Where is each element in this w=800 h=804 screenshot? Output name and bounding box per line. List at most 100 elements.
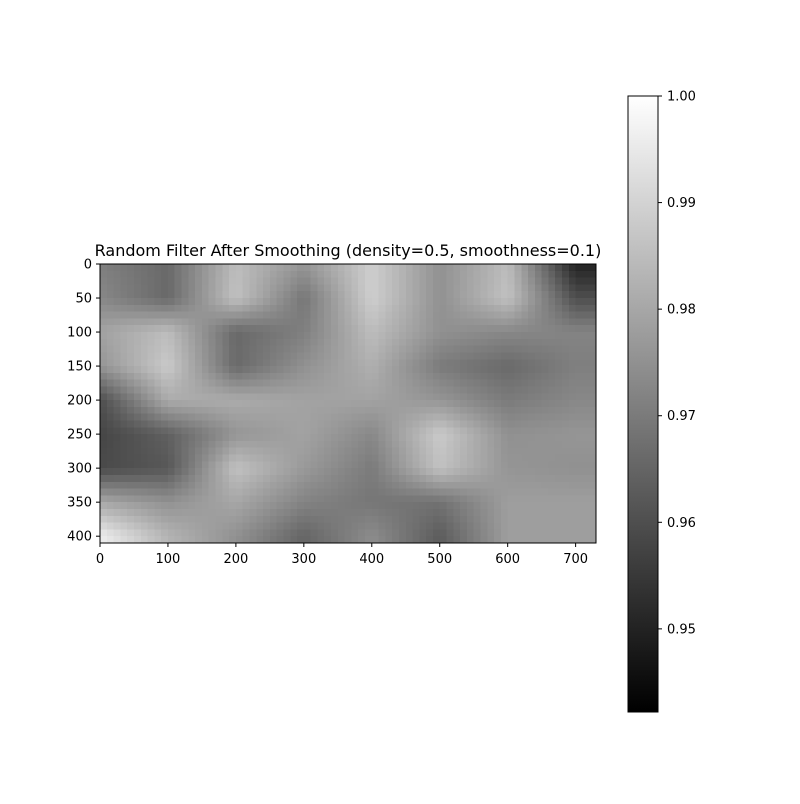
heatmap-cell xyxy=(337,352,346,360)
heatmap-cell xyxy=(473,284,482,292)
heatmap-cell xyxy=(276,536,285,544)
heatmap-cell xyxy=(195,298,203,306)
heatmap-cell xyxy=(398,359,407,367)
heatmap-cell xyxy=(140,304,149,313)
heatmap-cell xyxy=(351,325,359,333)
heatmap-cell xyxy=(589,345,597,354)
heatmap-cell xyxy=(494,440,502,449)
heatmap-cell xyxy=(385,372,393,381)
heatmap-cell xyxy=(378,311,386,320)
heatmap-cell xyxy=(534,502,543,510)
heatmap-cell xyxy=(392,359,400,367)
heatmap-cell xyxy=(120,481,128,490)
heatmap-cell xyxy=(140,495,149,503)
heatmap-cell xyxy=(344,495,352,503)
heatmap-cell xyxy=(120,284,128,292)
heatmap-cell xyxy=(521,372,529,381)
heatmap-cell xyxy=(188,447,196,456)
heatmap-cell xyxy=(181,379,189,388)
heatmap-cell xyxy=(589,372,597,381)
heatmap-cell xyxy=(201,284,210,292)
heatmap-cell xyxy=(507,400,516,408)
heatmap-cell xyxy=(283,495,291,503)
heatmap-cell xyxy=(310,413,319,422)
heatmap-cell xyxy=(405,366,414,374)
heatmap-cell xyxy=(133,298,142,306)
heatmap-cell xyxy=(405,304,414,313)
heatmap-cell xyxy=(589,291,597,299)
heatmap-cell xyxy=(378,529,386,537)
heatmap-cell xyxy=(405,332,414,340)
heatmap-cell xyxy=(419,332,427,340)
heatmap-cell xyxy=(188,481,196,490)
heatmap-cell xyxy=(242,284,251,292)
heatmap-cell xyxy=(181,332,189,340)
heatmap-cell xyxy=(555,508,563,517)
heatmap-cell xyxy=(283,359,291,367)
heatmap-cell xyxy=(453,454,461,462)
heatmap-cell xyxy=(283,536,291,544)
heatmap-cell xyxy=(405,529,414,537)
heatmap-cell xyxy=(283,298,291,306)
heatmap-cell xyxy=(364,440,373,449)
heatmap-cell xyxy=(582,318,590,326)
heatmap-cell xyxy=(120,311,128,320)
heatmap-cell xyxy=(195,529,203,537)
heatmap-cell xyxy=(147,291,155,299)
heatmap-cell xyxy=(344,447,352,456)
heatmap-cell xyxy=(324,440,332,449)
heatmap-cell xyxy=(188,277,196,286)
heatmap-cell xyxy=(195,427,203,435)
heatmap-cell xyxy=(181,298,189,306)
heatmap-cell xyxy=(208,440,217,449)
heatmap-cell xyxy=(337,284,346,292)
heatmap-cell xyxy=(120,461,128,469)
heatmap-cell xyxy=(127,298,135,306)
heatmap-cell xyxy=(317,298,325,306)
heatmap-cell xyxy=(534,393,543,401)
heatmap-cell xyxy=(528,481,536,490)
heatmap-cell xyxy=(127,270,135,279)
heatmap-cell xyxy=(575,413,584,422)
heatmap-cell xyxy=(494,427,502,435)
heatmap-cell xyxy=(521,311,529,320)
heatmap-cell xyxy=(500,495,509,503)
heatmap-cell xyxy=(133,502,142,510)
heatmap-cell xyxy=(263,461,271,469)
heatmap-cell xyxy=(575,332,584,340)
heatmap-cell xyxy=(426,406,434,415)
heatmap-cell xyxy=(100,440,108,449)
heatmap-cell xyxy=(167,352,176,360)
heatmap-cell xyxy=(500,372,509,381)
heatmap-cell xyxy=(324,264,332,272)
heatmap-cell xyxy=(283,488,291,496)
heatmap-cell xyxy=(473,468,482,476)
heatmap-cell xyxy=(541,406,550,415)
heatmap-cell xyxy=(487,352,495,360)
heatmap-cell xyxy=(297,318,305,326)
heatmap-cell xyxy=(242,372,251,381)
heatmap-cell xyxy=(541,536,550,544)
heatmap-cell xyxy=(426,474,434,483)
heatmap-cell xyxy=(127,264,135,272)
heatmap-cell xyxy=(589,495,597,503)
heatmap-cell xyxy=(120,427,128,435)
heatmap-cell xyxy=(439,427,448,435)
heatmap-cell xyxy=(548,277,556,286)
heatmap-cell xyxy=(297,366,305,374)
heatmap-cell xyxy=(548,304,556,313)
heatmap-cell xyxy=(297,400,305,408)
heatmap-cell xyxy=(256,536,264,544)
heatmap-cell xyxy=(351,284,359,292)
heatmap-cell xyxy=(222,495,230,503)
heatmap-cell xyxy=(521,420,529,428)
heatmap-cell xyxy=(201,298,210,306)
heatmap-cell xyxy=(432,372,441,381)
heatmap-cell xyxy=(398,406,407,415)
heatmap-cell xyxy=(528,461,536,469)
heatmap-cell xyxy=(453,304,461,313)
heatmap-cell xyxy=(351,434,359,442)
heatmap-cell xyxy=(303,413,312,422)
heatmap-cell xyxy=(113,393,121,401)
heatmap-cell xyxy=(460,291,468,299)
